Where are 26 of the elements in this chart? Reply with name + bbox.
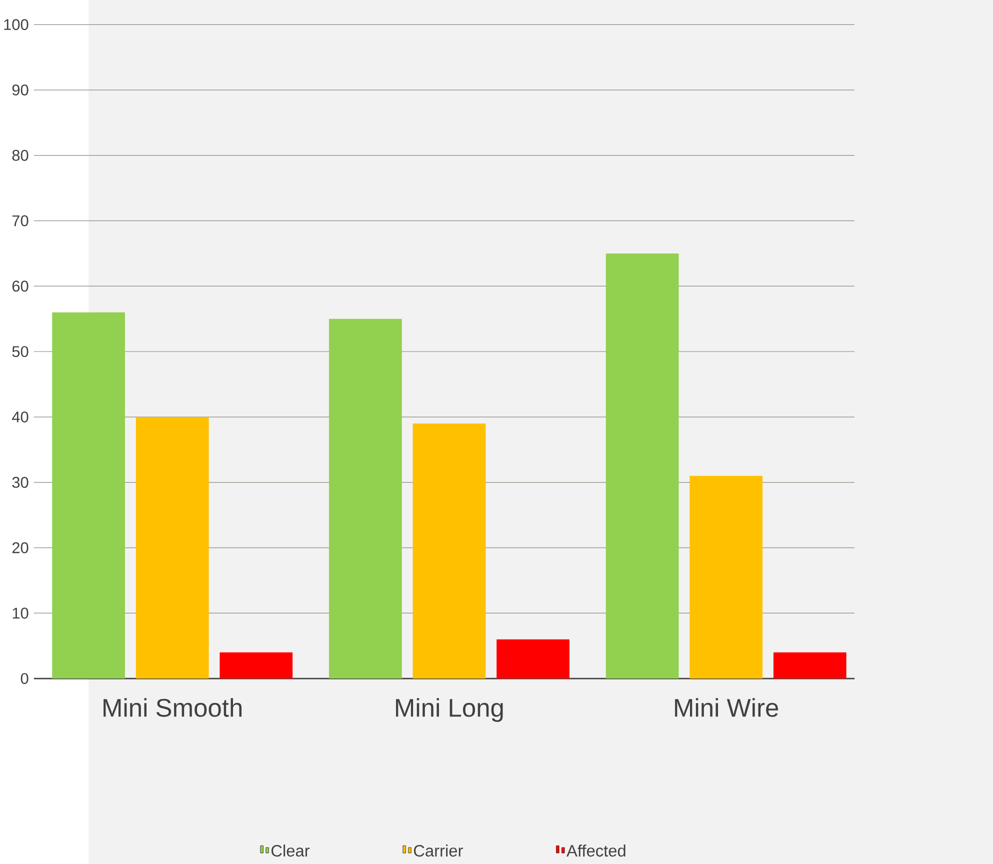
legend-label: Affected xyxy=(566,844,626,856)
bar xyxy=(773,652,846,678)
x-tick-label: Mini Wire xyxy=(675,698,778,717)
y-tick-label: 50 xyxy=(12,346,28,357)
bar xyxy=(412,423,486,678)
bar xyxy=(220,652,293,678)
y-tick-label: 60 xyxy=(12,280,28,292)
x-tick-label: Mini Smooth xyxy=(104,698,242,717)
y-tick-label: 0 xyxy=(20,672,28,684)
bar xyxy=(328,318,402,678)
y-tick-label: 90 xyxy=(12,84,28,96)
legend-label: Clear xyxy=(271,844,310,856)
legend-label: Carrier xyxy=(414,844,463,856)
y-tick-label: 100 xyxy=(4,18,28,30)
y-tick-label: 20 xyxy=(12,542,28,554)
y-tick-label: 70 xyxy=(12,215,28,226)
y-tick-label: 80 xyxy=(12,150,28,161)
y-tick-label: 40 xyxy=(12,411,28,422)
bar xyxy=(136,416,209,678)
y-tick-label: 30 xyxy=(12,476,28,488)
y-tick-label: 10 xyxy=(12,608,28,618)
x-tick-label: Mini Long xyxy=(396,698,503,722)
bar xyxy=(496,639,570,678)
bar xyxy=(52,312,125,678)
bar xyxy=(690,476,763,678)
bar xyxy=(606,253,679,678)
